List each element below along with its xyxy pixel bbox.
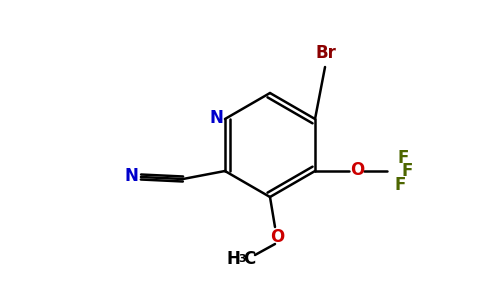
Text: N: N — [124, 167, 138, 185]
Text: O: O — [270, 228, 284, 246]
Text: N: N — [209, 109, 223, 127]
Text: Br: Br — [316, 44, 336, 62]
Text: F: F — [397, 149, 408, 167]
Text: C: C — [243, 250, 255, 268]
Text: F: F — [401, 162, 413, 180]
Text: F: F — [394, 176, 406, 194]
Text: 3: 3 — [238, 254, 246, 264]
Text: H: H — [226, 250, 240, 268]
Text: O: O — [350, 161, 364, 179]
